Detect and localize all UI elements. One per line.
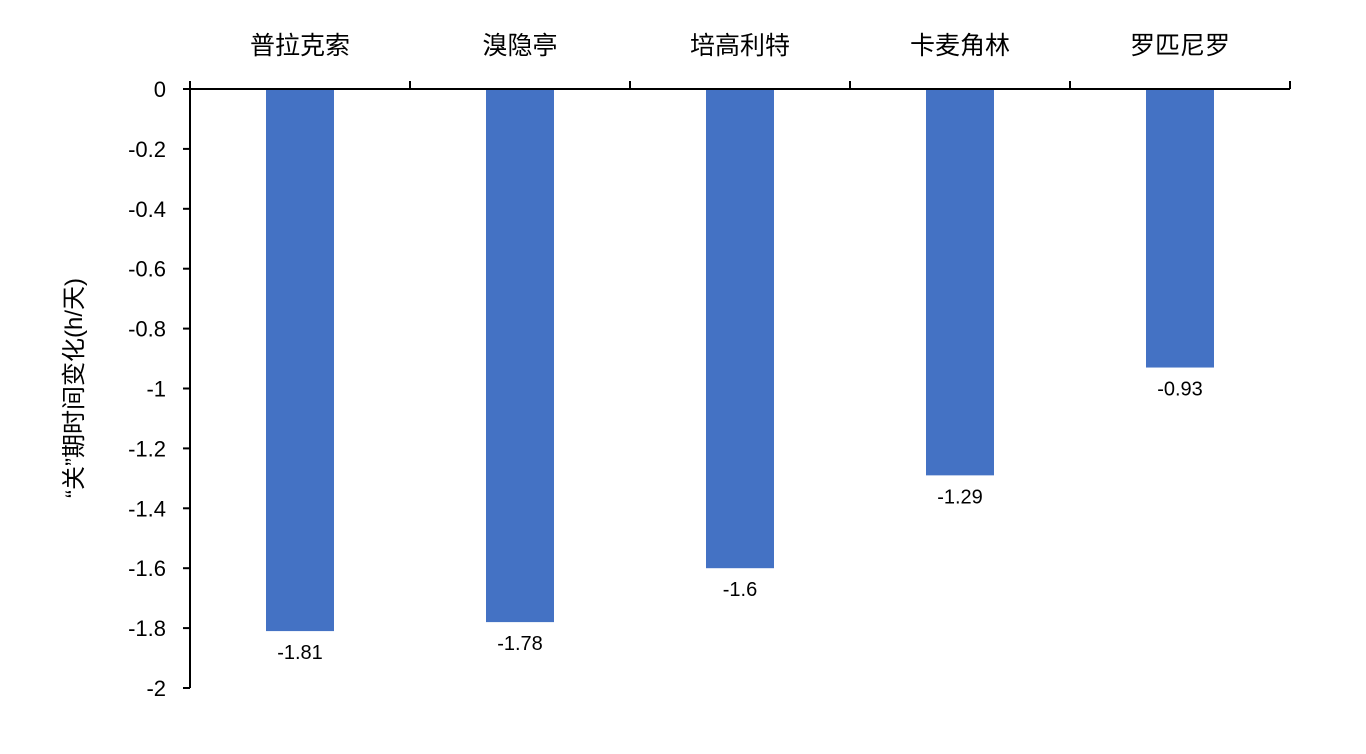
category-labels: 普拉克索 溴隐亭 培高利特 卡麦角林 罗匹尼罗	[250, 32, 1230, 60]
y-tick-label: -1	[146, 377, 166, 402]
bar	[706, 89, 774, 569]
y-tick-label: 0	[154, 77, 166, 102]
data-label: -0.93	[1157, 379, 1203, 401]
y-axis-title: “关”期时间变化(h/天)	[61, 278, 88, 498]
y-tick-label: -0.6	[128, 257, 166, 282]
category-label: 卡麦角林	[910, 32, 1010, 60]
bar	[486, 89, 554, 623]
y-tick-label: -0.2	[128, 137, 166, 162]
y-tick-label: -1.6	[128, 556, 166, 581]
y-axis-ticks: 0 -0.2 -0.4 -0.6 -0.8 -1 -1.2 -1.4 -1.6 -1.8 -2	[128, 77, 190, 701]
data-label: -1.29	[937, 486, 983, 508]
category-label: 培高利特	[690, 32, 790, 60]
y-tick-label: -1.4	[128, 496, 166, 521]
category-label: 罗匹尼罗	[1130, 32, 1230, 60]
y-tick-label: -1.2	[128, 436, 166, 461]
category-label: 普拉克索	[250, 32, 350, 60]
y-tick-label: -2	[146, 676, 166, 701]
axes	[189, 81, 1291, 688]
data-label: -1.78	[497, 633, 543, 655]
bar	[926, 89, 994, 476]
y-tick-label: -1.8	[128, 616, 166, 641]
bar	[266, 89, 334, 632]
data-label: -1.6	[723, 579, 757, 601]
data-labels: -1.81 -1.78 -1.6 -1.29 -0.93	[277, 379, 1203, 665]
data-label: -1.81	[277, 642, 323, 664]
y-tick-label: -0.8	[128, 317, 166, 342]
bar	[1146, 89, 1214, 368]
category-label: 溴隐亭	[482, 32, 557, 60]
bars	[266, 89, 1214, 632]
y-tick-label: -0.4	[128, 197, 166, 222]
